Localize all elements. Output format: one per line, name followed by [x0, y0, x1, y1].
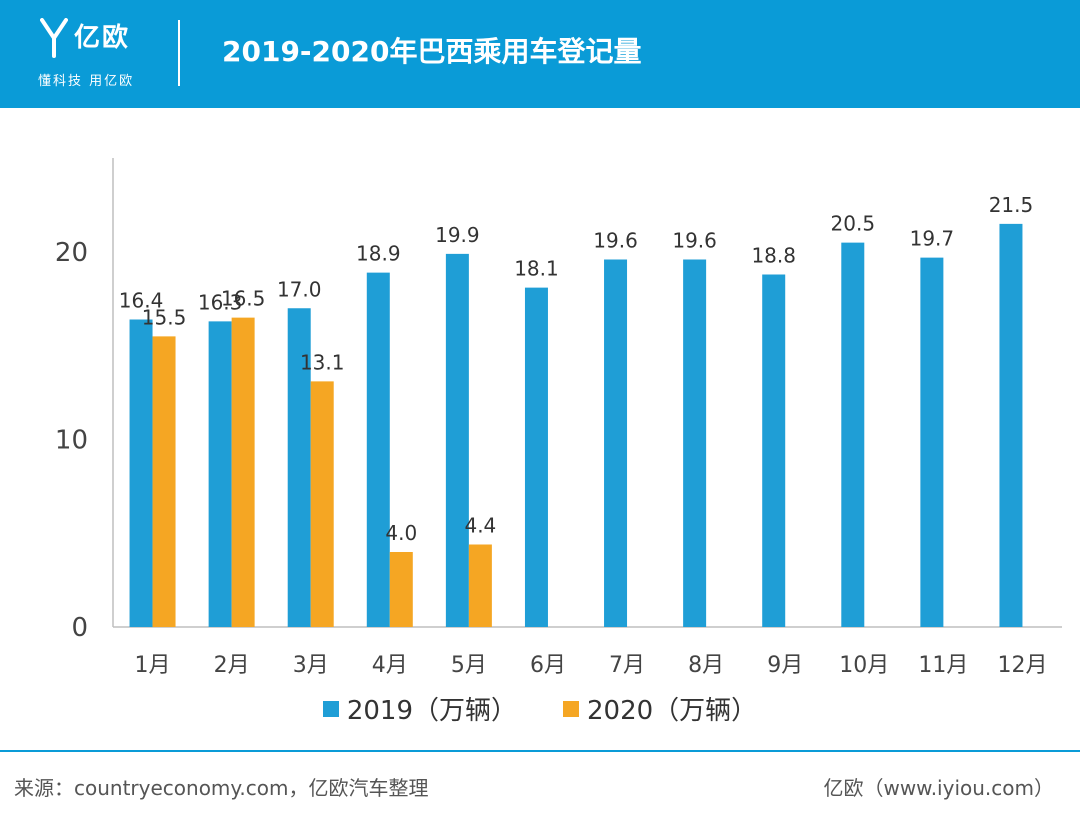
data-label: 19.6 — [672, 229, 717, 253]
data-label: 20.5 — [831, 212, 876, 236]
bar-series-2 — [389, 552, 413, 627]
x-tick-label: 2月 — [214, 653, 250, 678]
legend-item: 2019（万辆） — [322, 690, 517, 727]
bar-series-2 — [152, 336, 176, 627]
x-tick-label: 12月 — [997, 653, 1047, 678]
bar-series-1 — [366, 272, 390, 627]
bar-series-2 — [310, 381, 334, 627]
bar-series-1 — [999, 223, 1023, 627]
bar-series-1 — [208, 321, 232, 627]
x-tick-label: 11月 — [918, 653, 968, 678]
bar-chart: 0 10 20 1月 2月 3月 4月 5月 6月 7月 8月 9月 10月 11月 12月 16.4 16.3… — [55, 158, 1062, 678]
data-label: 19.7 — [910, 227, 955, 251]
data-label: 16.4 — [119, 289, 164, 313]
x-tick-label: 7月 — [609, 653, 645, 678]
legend-item: 2020（万辆） — [563, 690, 757, 727]
x-tick-label: 8月 — [688, 653, 724, 678]
data-label: 13.1 — [300, 350, 345, 374]
x-tick-label: 5月 — [451, 653, 487, 678]
legend-swatch — [322, 700, 339, 717]
header-bar: 亿欧 懂科技 用亿欧 2019-2020年巴西乘用车登记量 — [0, 0, 1080, 108]
data-label: 19.6 — [593, 229, 638, 253]
bar-series-1 — [920, 257, 944, 627]
x-tick-label: 6月 — [530, 653, 566, 678]
bar-series-1 — [604, 259, 628, 627]
x-tick-label: 4月 — [372, 653, 408, 678]
page-title: 2019-2020年巴西乘用车登记量 — [222, 35, 642, 68]
bar-series-2 — [231, 317, 255, 627]
data-label: 18.1 — [514, 257, 559, 281]
footer-brand: 亿欧（www.iyiou.com） — [823, 776, 1054, 800]
bar-series-1 — [129, 319, 153, 627]
logo-icon — [40, 18, 68, 58]
data-label: 18.8 — [751, 244, 796, 268]
bar-series-1 — [287, 308, 311, 627]
bar-series-1 — [683, 259, 707, 627]
chart-legend: 2019（万辆） 2020（万辆） — [0, 690, 1080, 727]
footer-divider — [0, 750, 1080, 752]
x-tick-label: 10月 — [839, 653, 889, 678]
data-label: 4.4 — [464, 514, 496, 538]
bar-series-1 — [445, 253, 469, 627]
data-label: 18.9 — [356, 242, 401, 266]
x-tick-label: 1月 — [135, 653, 171, 678]
brand-slogan: 懂科技 用亿欧 — [38, 74, 135, 89]
data-label: 21.5 — [989, 193, 1034, 217]
brand-logo: 亿欧 懂科技 用亿欧 — [30, 14, 150, 94]
bar-series-1 — [524, 287, 548, 627]
data-label: 16.3 — [198, 290, 243, 314]
source-note: 来源：countryeconomy.com，亿欧汽车整理 — [14, 776, 429, 800]
bar-series-1 — [762, 274, 786, 627]
x-tick-label: 9月 — [767, 653, 803, 678]
data-label: 19.9 — [435, 223, 480, 247]
data-label: 15.5 — [142, 305, 187, 329]
x-tick-label: 3月 — [293, 653, 329, 678]
y-tick-label: 20 — [55, 238, 88, 268]
legend-label: 2020（万辆） — [587, 696, 758, 726]
y-tick-label: 10 — [55, 426, 88, 456]
brand-name: 亿欧 — [74, 23, 131, 53]
legend-swatch — [563, 700, 579, 717]
y-tick-label: 0 — [71, 613, 88, 643]
data-label: 4.0 — [385, 521, 417, 545]
legend-label: 2019（万辆） — [346, 696, 517, 726]
header-divider — [178, 20, 180, 86]
bar-series-2 — [468, 544, 492, 627]
data-label: 16.5 — [221, 287, 266, 311]
bar-series-1 — [841, 242, 865, 627]
data-label: 17.0 — [277, 277, 322, 301]
